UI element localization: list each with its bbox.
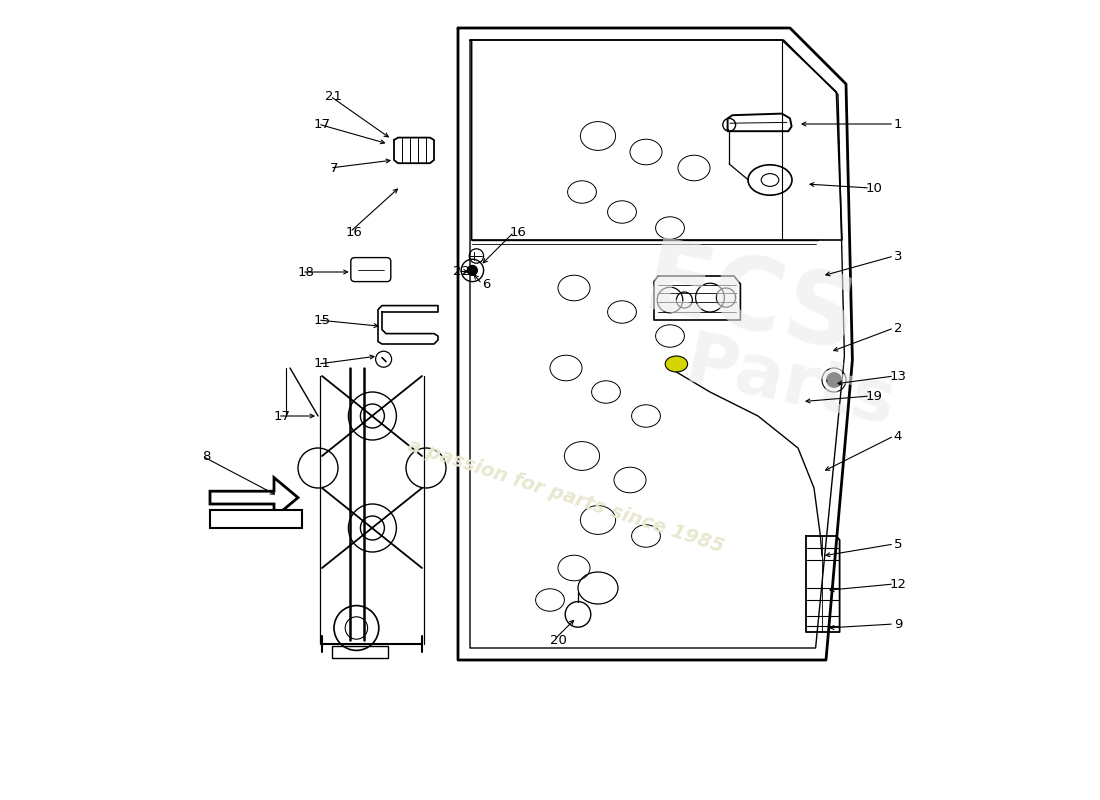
Text: 6: 6 — [482, 278, 491, 290]
Text: 10: 10 — [866, 182, 882, 194]
Text: 5: 5 — [893, 538, 902, 550]
Text: 1: 1 — [893, 118, 902, 130]
Text: 2: 2 — [893, 322, 902, 334]
Text: 8: 8 — [201, 450, 210, 462]
Circle shape — [466, 265, 478, 276]
Text: 3: 3 — [893, 250, 902, 262]
Text: 4: 4 — [894, 430, 902, 442]
Text: 13: 13 — [890, 370, 906, 382]
Text: 19: 19 — [866, 390, 882, 402]
Text: 9: 9 — [894, 618, 902, 630]
Text: ECS: ECS — [635, 234, 866, 374]
Circle shape — [827, 373, 842, 387]
Text: 11: 11 — [314, 358, 330, 370]
Text: a passion for parts since 1985: a passion for parts since 1985 — [405, 436, 727, 556]
Text: 17: 17 — [274, 410, 290, 422]
Text: 22: 22 — [453, 265, 471, 278]
Text: 16: 16 — [345, 226, 362, 238]
Polygon shape — [210, 478, 298, 518]
Ellipse shape — [666, 356, 688, 372]
Text: 15: 15 — [314, 314, 330, 326]
Text: 21: 21 — [326, 90, 342, 102]
Bar — [210, 510, 302, 528]
Text: 17: 17 — [314, 118, 330, 130]
Bar — [332, 646, 388, 658]
Text: 12: 12 — [890, 578, 906, 590]
Text: 7: 7 — [330, 162, 339, 174]
Text: 16: 16 — [509, 226, 527, 238]
Text: Parts: Parts — [679, 328, 901, 440]
Text: 20: 20 — [550, 634, 566, 646]
Text: 18: 18 — [298, 266, 315, 278]
